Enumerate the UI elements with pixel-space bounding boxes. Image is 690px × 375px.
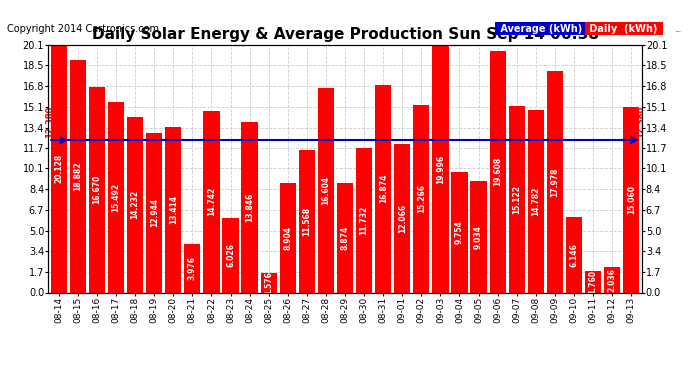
Bar [394,144,411,292]
Bar [623,107,640,292]
Text: 14.742: 14.742 [207,187,216,216]
Text: 11.732: 11.732 [359,206,368,235]
Text: #ff0000: #ff0000 [676,31,682,32]
Text: Average (kWh): Average (kWh) [497,24,585,34]
Text: 14.782: 14.782 [531,187,540,216]
Text: 12.944: 12.944 [150,198,159,227]
Text: 13.846: 13.846 [245,193,254,222]
Bar [471,181,486,292]
Text: 14.232: 14.232 [130,190,139,219]
Text: 12.066: 12.066 [397,204,406,233]
Bar [433,46,448,292]
Text: 15.266: 15.266 [417,184,426,213]
Text: Copyright 2014 Cartronics.com: Copyright 2014 Cartronics.com [7,24,159,34]
Bar [127,117,144,292]
Text: 16.670: 16.670 [92,175,101,204]
Bar [89,87,105,292]
Bar [489,51,506,292]
Bar [204,111,219,292]
Text: 20.128: 20.128 [55,154,63,183]
Bar [413,105,429,292]
Bar [299,150,315,292]
Text: 1.576: 1.576 [264,271,273,295]
Bar [546,71,563,292]
Text: 6.026: 6.026 [226,243,235,267]
Text: 11.568: 11.568 [302,207,311,236]
Bar [222,218,239,292]
Text: 19.608: 19.608 [493,157,502,186]
Text: 17.978: 17.978 [551,167,560,196]
Text: 9.754: 9.754 [455,220,464,245]
Bar [356,148,372,292]
Bar [604,267,620,292]
Text: 15.122: 15.122 [512,185,521,214]
Bar [528,111,544,292]
Bar [566,217,582,292]
Bar [241,122,257,292]
Bar [585,271,601,292]
Text: Daily  (kWh): Daily (kWh) [586,24,661,34]
Text: 12.380: 12.380 [636,106,645,138]
Bar [261,273,277,292]
Bar [375,85,391,292]
Text: 12.380: 12.380 [45,106,54,138]
Text: 19.996: 19.996 [436,155,445,184]
Text: 15.060: 15.060 [627,185,635,214]
Bar [509,106,525,292]
Text: 8.874: 8.874 [340,226,350,250]
Text: 9.034: 9.034 [474,225,483,249]
Text: 15.492: 15.492 [112,183,121,212]
Bar [146,133,162,292]
Bar [108,102,124,292]
Bar [318,88,334,292]
Bar [70,60,86,292]
Bar [165,128,181,292]
Text: 3.976: 3.976 [188,256,197,280]
Bar [451,172,468,292]
Bar [50,45,67,292]
Text: 18.882: 18.882 [73,162,82,191]
Text: 16.604: 16.604 [322,176,331,205]
Text: 8.904: 8.904 [284,226,293,250]
Text: 16.874: 16.874 [379,174,388,203]
Text: 13.414: 13.414 [169,195,178,225]
Title: Daily Solar Energy & Average Production Sun Sep 14 06:38: Daily Solar Energy & Average Production … [92,27,598,42]
Bar [184,243,201,292]
Bar [337,183,353,292]
Bar [279,183,296,292]
Text: 2.036: 2.036 [608,268,617,292]
Text: 6.146: 6.146 [569,243,578,267]
Text: 1.760: 1.760 [589,270,598,294]
